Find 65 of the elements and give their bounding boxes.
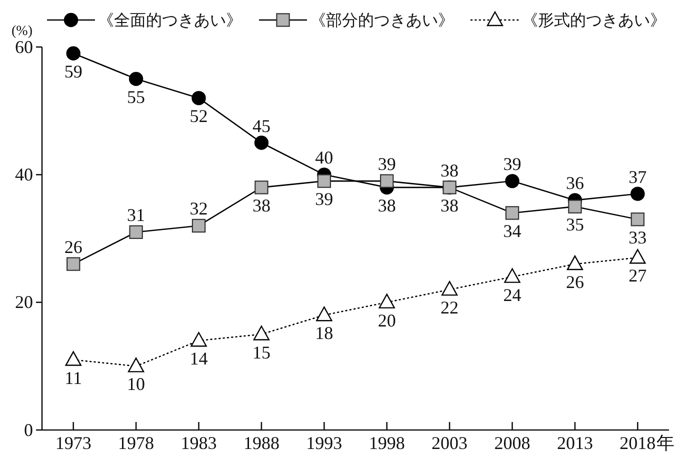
data-label: 27 — [628, 266, 647, 286]
data-label: 55 — [127, 86, 146, 107]
data-label: 10 — [127, 374, 146, 394]
point — [505, 174, 520, 188]
data-label: 22 — [440, 298, 459, 318]
y-tick-label: 40 — [15, 164, 33, 184]
x-tick-label: 2013 — [556, 432, 593, 453]
data-label: 11 — [64, 368, 82, 388]
data-label: 32 — [190, 198, 208, 219]
data-label: 31 — [127, 205, 146, 226]
data-label: 15 — [252, 342, 270, 362]
data-label: 59 — [64, 61, 82, 82]
y-tick-label: 0 — [24, 420, 33, 440]
legend-label: 《部分的つきあい》 — [310, 12, 454, 30]
point — [441, 280, 458, 296]
point — [630, 186, 645, 201]
point — [190, 332, 207, 347]
point — [566, 255, 584, 270]
x-tick-label: 1983 — [180, 432, 217, 453]
x-axis-title: 年 — [656, 432, 675, 453]
data-label: 38 — [440, 160, 459, 180]
x-tick-label: 1998 — [368, 432, 405, 453]
point — [378, 294, 395, 308]
data-label: 18 — [315, 323, 334, 344]
x-tick-label: 1978 — [118, 432, 154, 453]
data-label: 39 — [378, 154, 396, 174]
legend-label: 《全面的つきあい》 — [98, 12, 242, 30]
data-label: 45 — [252, 116, 270, 136]
point — [192, 90, 206, 106]
data-label: 34 — [503, 220, 522, 241]
x-tick-label: 1993 — [306, 432, 342, 453]
data-label: 35 — [566, 214, 584, 235]
data-label: 39 — [315, 189, 334, 210]
y-axis-title: (%) — [12, 24, 33, 39]
data-label: 40 — [315, 148, 334, 168]
data-label: 26 — [566, 272, 584, 292]
data-label: 38 — [252, 195, 270, 216]
point — [630, 249, 646, 264]
data-label: 36 — [566, 173, 584, 194]
x-tick-label: 1988 — [243, 432, 280, 453]
point — [66, 46, 80, 60]
data-label: 37 — [628, 166, 647, 187]
y-tick-label: 20 — [15, 292, 33, 312]
data-label: 52 — [190, 106, 208, 126]
legend-label: 《形式的つきあい》 — [522, 12, 666, 30]
point — [128, 358, 144, 372]
y-tick-label: 60 — [15, 36, 33, 57]
data-label: 26 — [64, 237, 82, 258]
data-label: 14 — [190, 348, 208, 369]
data-label: 24 — [503, 284, 522, 305]
data-label: 39 — [503, 154, 522, 174]
point — [316, 306, 332, 322]
point — [254, 136, 269, 150]
data-label: 38 — [440, 195, 459, 216]
data-label: 38 — [378, 195, 396, 216]
x-tick-label: 1973 — [55, 432, 92, 453]
point — [128, 72, 144, 86]
data-label: 33 — [628, 227, 647, 248]
data-label: 20 — [378, 310, 396, 330]
x-tick-label: 2018 — [620, 432, 656, 453]
x-tick-label: 2008 — [494, 432, 530, 453]
x-tick-label: 2003 — [432, 432, 468, 453]
point — [504, 268, 520, 283]
point — [253, 326, 270, 340]
point — [65, 351, 82, 366]
